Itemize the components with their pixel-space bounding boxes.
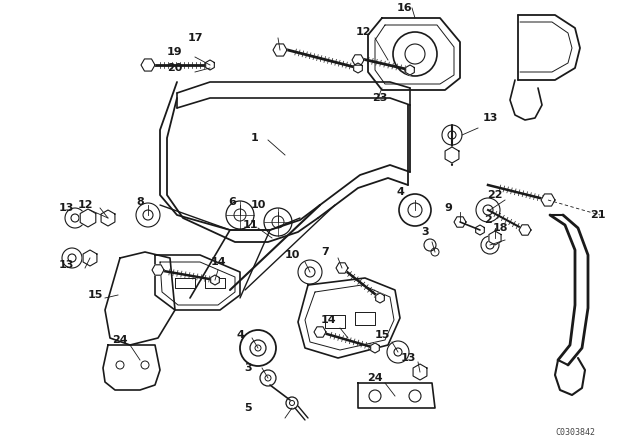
Text: 13: 13 — [483, 113, 498, 123]
Circle shape — [240, 330, 276, 366]
Text: 19: 19 — [167, 47, 183, 57]
Text: 2: 2 — [484, 215, 492, 225]
Polygon shape — [273, 44, 287, 56]
Circle shape — [387, 341, 409, 363]
Circle shape — [136, 203, 160, 227]
Circle shape — [399, 194, 431, 226]
Text: 24: 24 — [112, 335, 128, 345]
Circle shape — [393, 32, 437, 76]
Text: 23: 23 — [372, 93, 388, 103]
Circle shape — [226, 201, 254, 229]
Text: 4: 4 — [236, 330, 244, 340]
Circle shape — [264, 208, 292, 236]
Polygon shape — [406, 65, 414, 75]
Polygon shape — [371, 343, 380, 353]
Text: 3: 3 — [244, 363, 252, 373]
Circle shape — [62, 248, 82, 268]
Text: 15: 15 — [87, 290, 102, 300]
Circle shape — [424, 239, 436, 251]
Polygon shape — [354, 63, 362, 73]
Text: 13: 13 — [58, 203, 74, 213]
Text: 10: 10 — [284, 250, 300, 260]
Polygon shape — [205, 60, 214, 70]
Polygon shape — [80, 209, 96, 227]
Text: 10: 10 — [250, 200, 266, 210]
Polygon shape — [489, 231, 501, 245]
Polygon shape — [454, 217, 466, 227]
Text: 1: 1 — [251, 133, 259, 143]
Text: 12: 12 — [355, 27, 371, 37]
Polygon shape — [336, 263, 348, 273]
Text: 15: 15 — [374, 330, 390, 340]
Text: 9: 9 — [444, 203, 452, 213]
Text: 8: 8 — [136, 197, 144, 207]
Text: 14: 14 — [210, 257, 226, 267]
Polygon shape — [445, 147, 459, 163]
Text: 3: 3 — [421, 227, 429, 237]
Text: 20: 20 — [167, 63, 182, 73]
Text: 21: 21 — [590, 210, 605, 220]
Circle shape — [442, 125, 462, 145]
Circle shape — [476, 198, 500, 222]
Text: 18: 18 — [492, 223, 508, 233]
Circle shape — [298, 260, 322, 284]
Text: 5: 5 — [244, 403, 252, 413]
Polygon shape — [83, 250, 97, 266]
Text: C0303842: C0303842 — [555, 427, 595, 436]
Text: 12: 12 — [77, 200, 93, 210]
Polygon shape — [541, 194, 555, 206]
Polygon shape — [314, 327, 326, 337]
Polygon shape — [352, 55, 364, 65]
Text: 6: 6 — [228, 197, 236, 207]
Text: 11: 11 — [243, 220, 258, 230]
Text: 4: 4 — [396, 187, 404, 197]
Text: 14: 14 — [320, 315, 336, 325]
Polygon shape — [413, 364, 427, 380]
Polygon shape — [101, 210, 115, 226]
Circle shape — [481, 236, 499, 254]
Polygon shape — [376, 293, 385, 303]
Text: 17: 17 — [188, 33, 203, 43]
Circle shape — [286, 397, 298, 409]
Polygon shape — [476, 225, 484, 235]
Polygon shape — [519, 225, 531, 235]
Text: 13: 13 — [58, 260, 74, 270]
Polygon shape — [141, 59, 155, 71]
Text: 24: 24 — [367, 373, 383, 383]
Text: 16: 16 — [397, 3, 413, 13]
Polygon shape — [211, 275, 220, 285]
Polygon shape — [152, 265, 164, 275]
Text: 13: 13 — [400, 353, 416, 363]
Text: 22: 22 — [487, 190, 503, 200]
Circle shape — [65, 208, 85, 228]
Circle shape — [260, 370, 276, 386]
Text: 7: 7 — [321, 247, 329, 257]
